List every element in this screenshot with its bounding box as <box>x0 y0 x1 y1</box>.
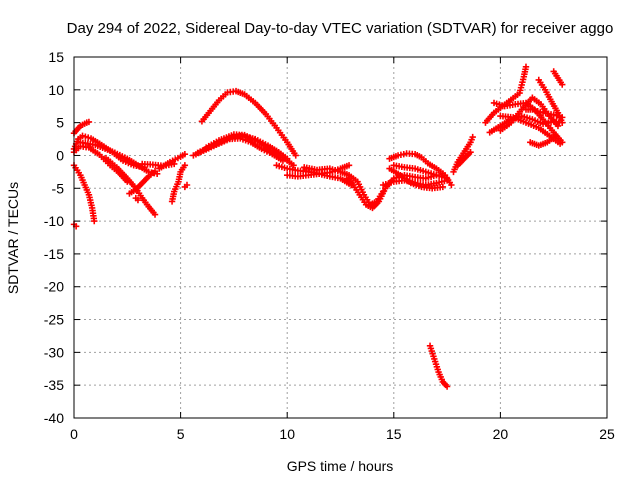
data-point <box>559 81 566 88</box>
data-point <box>554 122 562 130</box>
data-point <box>467 148 474 156</box>
series-track-16 <box>202 131 297 169</box>
series-track-35 <box>535 76 566 126</box>
series-track-33 <box>497 112 564 147</box>
data-point <box>559 119 566 126</box>
y-tick-label: -40 <box>44 410 64 426</box>
data-point <box>448 181 455 189</box>
series-track-09 <box>132 194 142 204</box>
y-axis-label: SDTVAR / TECUs <box>5 182 21 294</box>
series-track-37 <box>550 68 566 88</box>
x-tick-label: 0 <box>70 426 78 442</box>
data-point <box>552 132 560 139</box>
y-tick-label: -35 <box>44 377 64 393</box>
y-tick-label: -15 <box>44 246 64 262</box>
series-track-26 <box>426 342 451 390</box>
data-point <box>290 162 297 169</box>
series-track-19 <box>284 170 355 189</box>
y-tick-label: -20 <box>44 279 64 295</box>
y-tick-label: -25 <box>44 312 64 328</box>
x-tick-label: 25 <box>599 426 615 442</box>
series-track-25 <box>386 165 447 192</box>
y-tick-label: 15 <box>48 49 64 65</box>
data-point <box>522 63 530 71</box>
data-point <box>181 150 189 158</box>
series-track-12 <box>156 150 189 172</box>
y-tick-label: 0 <box>56 147 64 163</box>
data-point <box>151 168 159 175</box>
points-layer <box>70 63 566 390</box>
y-tick-label: -5 <box>52 180 65 196</box>
x-tick-label: 20 <box>493 426 509 442</box>
ticks-layer: 0 5 10 15 20 25 15 10 5 0 -5 -10 -15 -20 -25 -30 -35 -40 <box>44 49 615 442</box>
y-tick-label: 5 <box>56 115 64 131</box>
data-point <box>469 133 476 141</box>
data-point <box>91 217 98 225</box>
series-track-24 <box>386 150 455 189</box>
data-point <box>345 162 353 169</box>
series-track-20 <box>301 164 387 208</box>
data-point <box>443 383 451 390</box>
y-tick-label: -10 <box>44 213 64 229</box>
x-tick-label: 10 <box>279 426 295 442</box>
series-track-36 <box>527 132 560 149</box>
series-track-08 <box>126 168 159 197</box>
chart-title: Day 294 of 2022, Sidereal Day-to-day VTE… <box>67 20 614 37</box>
data-point <box>183 181 191 189</box>
x-axis-label: GPS time / hours <box>287 458 394 474</box>
data-point <box>85 118 93 126</box>
data-point <box>439 183 447 191</box>
series-track-11 <box>168 162 189 205</box>
x-tick-label: 15 <box>386 426 402 442</box>
data-point <box>181 162 189 169</box>
grid-layer <box>74 57 607 418</box>
x-tick-label: 5 <box>177 426 185 442</box>
y-tick-label: -30 <box>44 344 64 360</box>
series-track-13 <box>181 181 191 191</box>
data-point <box>134 196 142 204</box>
data-point <box>292 152 299 159</box>
series-track-04 <box>70 162 98 225</box>
series-track-17 <box>198 87 299 159</box>
series-track-28 <box>454 148 474 169</box>
y-tick-label: 10 <box>48 82 64 98</box>
series-track-29 <box>482 63 530 126</box>
series-track-07 <box>102 154 159 218</box>
data-point <box>556 140 564 147</box>
data-point <box>151 211 159 218</box>
series-track-03 <box>70 118 93 137</box>
series-track-05 <box>70 221 80 230</box>
data-point <box>171 160 178 168</box>
plot-frame <box>73 56 608 419</box>
series-track-21 <box>343 171 440 212</box>
